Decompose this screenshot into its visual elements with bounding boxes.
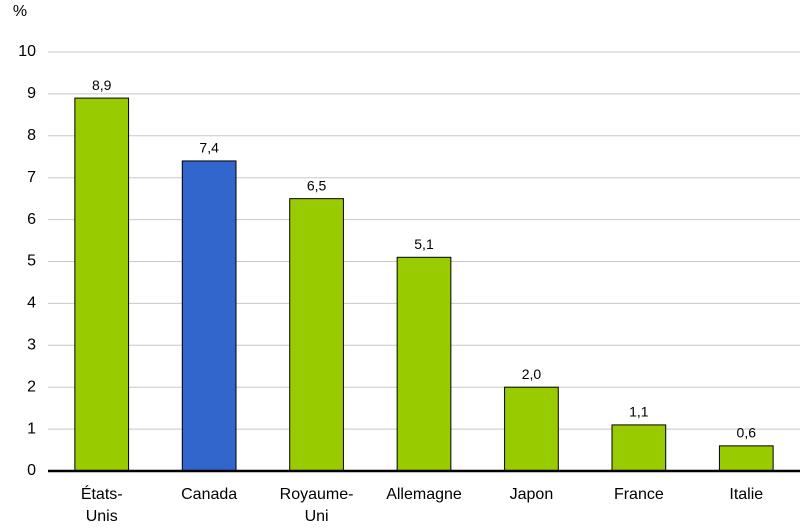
y-tick-label: 7 — [27, 169, 36, 186]
value-label: 2,0 — [522, 366, 542, 382]
value-label: 7,4 — [199, 140, 219, 156]
y-tick-label: 4 — [27, 295, 36, 312]
y-tick-label: 8 — [27, 127, 36, 144]
y-axis-label: % — [13, 3, 27, 20]
y-tick-label: 5 — [27, 253, 36, 270]
y-tick-label: 10 — [18, 43, 36, 60]
y-tick-label: 6 — [27, 211, 36, 228]
value-label: 6,5 — [307, 177, 327, 193]
x-tick-label: États-Unis — [81, 484, 123, 525]
bar — [396, 256, 452, 472]
value-label: 1,1 — [629, 404, 649, 420]
x-tick-label: Allemagne — [386, 486, 462, 503]
y-tick-label: 3 — [27, 337, 36, 354]
bar — [181, 160, 237, 472]
bar — [611, 424, 667, 472]
y-tick-label: 9 — [27, 85, 36, 102]
value-label: 0,6 — [737, 425, 757, 441]
x-tick-label: Royaume-Uni — [280, 486, 354, 525]
x-tick-label: France — [614, 486, 664, 503]
x-tick-label: Italie — [729, 486, 763, 503]
x-tick-label: Japon — [510, 486, 554, 503]
bar — [504, 386, 559, 472]
value-label: 8,9 — [92, 77, 112, 93]
y-tick-label: 2 — [27, 378, 36, 395]
x-tick-label: Canada — [181, 486, 237, 503]
bar — [718, 445, 774, 472]
bar — [289, 198, 344, 472]
bar — [74, 97, 130, 472]
y-tick-label: 1 — [27, 420, 36, 437]
value-label: 5,1 — [414, 236, 434, 252]
y-tick-label: 0 — [27, 462, 36, 479]
